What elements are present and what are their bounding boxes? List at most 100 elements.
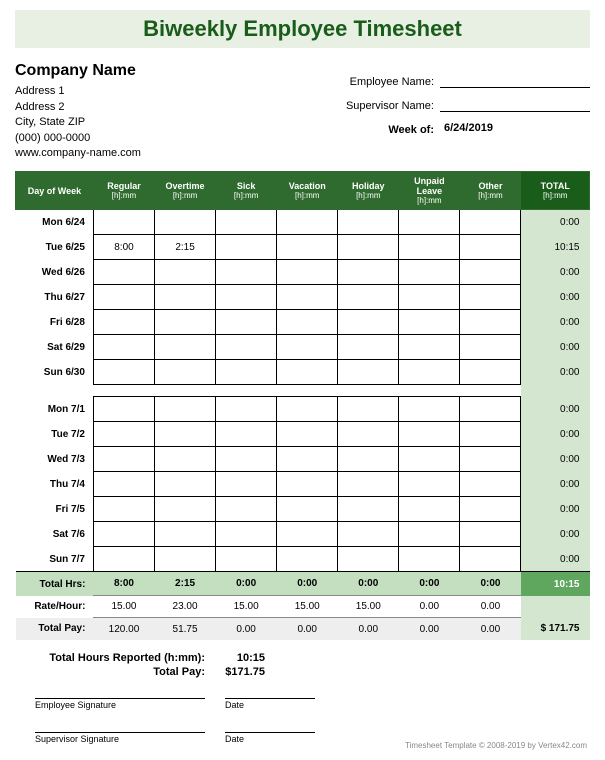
hours-cell[interactable] [399, 497, 460, 522]
hours-cell[interactable] [460, 472, 521, 497]
hours-cell[interactable] [93, 285, 154, 310]
hours-cell[interactable] [277, 310, 338, 335]
hours-cell[interactable] [399, 360, 460, 385]
hours-cell[interactable] [277, 335, 338, 360]
hours-cell[interactable] [277, 397, 338, 422]
hours-cell[interactable] [93, 547, 154, 572]
hours-cell[interactable] [460, 235, 521, 260]
employee-name-field[interactable] [440, 74, 590, 88]
hours-cell[interactable] [216, 497, 277, 522]
hours-cell[interactable] [338, 397, 399, 422]
hours-cell[interactable] [399, 235, 460, 260]
hours-cell[interactable] [338, 335, 399, 360]
hours-cell[interactable] [93, 422, 154, 447]
hours-cell[interactable] [338, 522, 399, 547]
hours-cell[interactable] [460, 285, 521, 310]
hours-cell[interactable] [277, 447, 338, 472]
hours-cell[interactable] [460, 397, 521, 422]
hours-cell[interactable] [338, 447, 399, 472]
hours-cell[interactable] [460, 547, 521, 572]
hours-cell[interactable] [216, 397, 277, 422]
hours-cell[interactable] [155, 285, 216, 310]
hours-cell[interactable] [155, 497, 216, 522]
hours-cell[interactable] [93, 360, 154, 385]
hours-cell[interactable] [338, 360, 399, 385]
hours-cell[interactable] [460, 335, 521, 360]
hours-cell[interactable] [460, 447, 521, 472]
hours-cell[interactable] [338, 235, 399, 260]
hours-cell[interactable] [277, 522, 338, 547]
hours-cell[interactable] [338, 472, 399, 497]
hours-cell[interactable] [338, 547, 399, 572]
hours-cell[interactable] [216, 260, 277, 285]
hours-cell[interactable]: 2:15 [155, 235, 216, 260]
hours-cell[interactable] [338, 285, 399, 310]
hours-cell[interactable] [277, 260, 338, 285]
hours-cell[interactable] [155, 472, 216, 497]
hours-cell[interactable] [216, 360, 277, 385]
hours-cell[interactable] [277, 472, 338, 497]
hours-cell[interactable] [399, 260, 460, 285]
supervisor-sig-date[interactable]: Date [225, 732, 315, 744]
weekof-field[interactable]: 6/24/2019 [440, 122, 590, 136]
hours-cell[interactable] [155, 422, 216, 447]
hours-cell[interactable] [399, 447, 460, 472]
hours-cell[interactable] [93, 397, 154, 422]
hours-cell[interactable] [155, 210, 216, 235]
hours-cell[interactable] [216, 547, 277, 572]
hours-cell[interactable] [93, 472, 154, 497]
hours-cell[interactable] [399, 472, 460, 497]
hours-cell[interactable] [277, 210, 338, 235]
hours-cell[interactable] [216, 310, 277, 335]
hours-cell[interactable] [338, 422, 399, 447]
supervisor-name-field[interactable] [440, 98, 590, 112]
hours-cell[interactable] [338, 260, 399, 285]
hours-cell[interactable] [338, 497, 399, 522]
hours-cell[interactable] [216, 522, 277, 547]
hours-cell[interactable] [155, 360, 216, 385]
hours-cell[interactable] [93, 260, 154, 285]
hours-cell[interactable] [155, 310, 216, 335]
hours-cell[interactable] [399, 210, 460, 235]
hours-cell[interactable] [460, 260, 521, 285]
hours-cell[interactable] [155, 335, 216, 360]
hours-cell[interactable] [460, 360, 521, 385]
hours-cell[interactable] [155, 547, 216, 572]
hours-cell[interactable] [93, 497, 154, 522]
hours-cell[interactable] [460, 522, 521, 547]
hours-cell[interactable] [460, 497, 521, 522]
supervisor-signature-line[interactable]: Supervisor Signature [35, 732, 205, 744]
hours-cell[interactable] [277, 547, 338, 572]
employee-sig-date[interactable]: Date [225, 698, 315, 710]
hours-cell[interactable] [93, 335, 154, 360]
employee-signature-line[interactable]: Employee Signature [35, 698, 205, 710]
hours-cell[interactable] [399, 335, 460, 360]
hours-cell[interactable] [460, 422, 521, 447]
hours-cell[interactable] [216, 235, 277, 260]
hours-cell[interactable] [460, 210, 521, 235]
hours-cell[interactable] [277, 497, 338, 522]
hours-cell[interactable] [460, 310, 521, 335]
hours-cell[interactable] [216, 472, 277, 497]
hours-cell[interactable] [155, 522, 216, 547]
hours-cell[interactable] [277, 360, 338, 385]
hours-cell[interactable] [338, 210, 399, 235]
hours-cell[interactable] [399, 422, 460, 447]
hours-cell[interactable] [93, 522, 154, 547]
hours-cell[interactable] [155, 260, 216, 285]
hours-cell[interactable] [399, 522, 460, 547]
hours-cell[interactable] [216, 422, 277, 447]
hours-cell[interactable] [399, 397, 460, 422]
hours-cell[interactable] [277, 285, 338, 310]
hours-cell[interactable] [216, 335, 277, 360]
hours-cell[interactable] [155, 397, 216, 422]
hours-cell[interactable] [93, 210, 154, 235]
hours-cell[interactable]: 8:00 [93, 235, 154, 260]
hours-cell[interactable] [216, 285, 277, 310]
hours-cell[interactable] [277, 235, 338, 260]
hours-cell[interactable] [93, 447, 154, 472]
hours-cell[interactable] [399, 547, 460, 572]
hours-cell[interactable] [338, 310, 399, 335]
hours-cell[interactable] [216, 447, 277, 472]
hours-cell[interactable] [277, 422, 338, 447]
